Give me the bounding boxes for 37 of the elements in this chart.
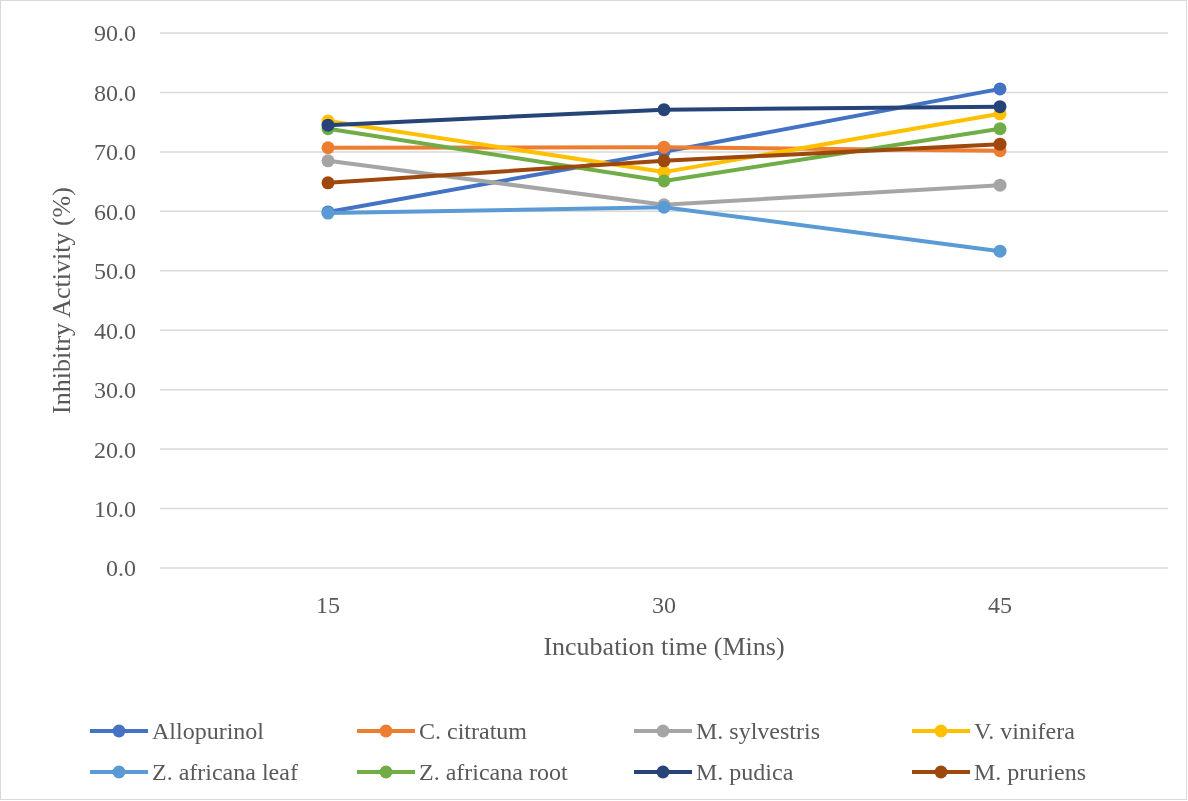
point: [657, 154, 671, 168]
point: [993, 137, 1007, 151]
point: [321, 141, 335, 155]
x-tick-label: 45: [988, 592, 1012, 618]
y-tick-label: 90.0: [94, 20, 136, 47]
point: [657, 140, 671, 154]
y-tick-label: 40.0: [94, 317, 136, 344]
legend-label: V. vinifera: [974, 718, 1076, 745]
x-axis-title: Incubation time (Mins): [543, 632, 785, 661]
legend-label: M. sylvestris: [696, 718, 821, 745]
point: [993, 100, 1007, 114]
point: [321, 118, 335, 132]
point: [321, 154, 335, 168]
y-tick-label: 0.0: [106, 555, 136, 582]
point: [993, 178, 1007, 192]
y-tick-label: 20.0: [94, 436, 136, 463]
legend-label: Z. africana leaf: [152, 759, 298, 786]
y-tick-label: 80.0: [94, 79, 136, 106]
y-tick-label: 30.0: [94, 377, 136, 404]
point: [993, 122, 1007, 136]
y-tick-label: 70.0: [94, 139, 136, 166]
legend-label: M. pruriens: [974, 759, 1086, 786]
y-axis-title: Inhibitry Activity (%): [47, 187, 76, 414]
legend-label: Z. africana root: [419, 759, 568, 786]
y-tick-label: 10.0: [94, 495, 136, 522]
y-tick-label: 60.0: [94, 198, 136, 225]
point: [993, 82, 1007, 96]
legend-label: M. pudica: [696, 759, 794, 786]
x-tick-label: 30: [652, 592, 676, 618]
point: [657, 103, 671, 117]
x-tick-label: 15: [316, 592, 340, 618]
point: [993, 244, 1007, 258]
point: [657, 174, 671, 188]
legend-label: C. citratum: [419, 718, 528, 745]
point: [321, 176, 335, 190]
y-tick-label: 50.0: [94, 258, 136, 285]
legend-label: Allopurinol: [152, 718, 265, 745]
